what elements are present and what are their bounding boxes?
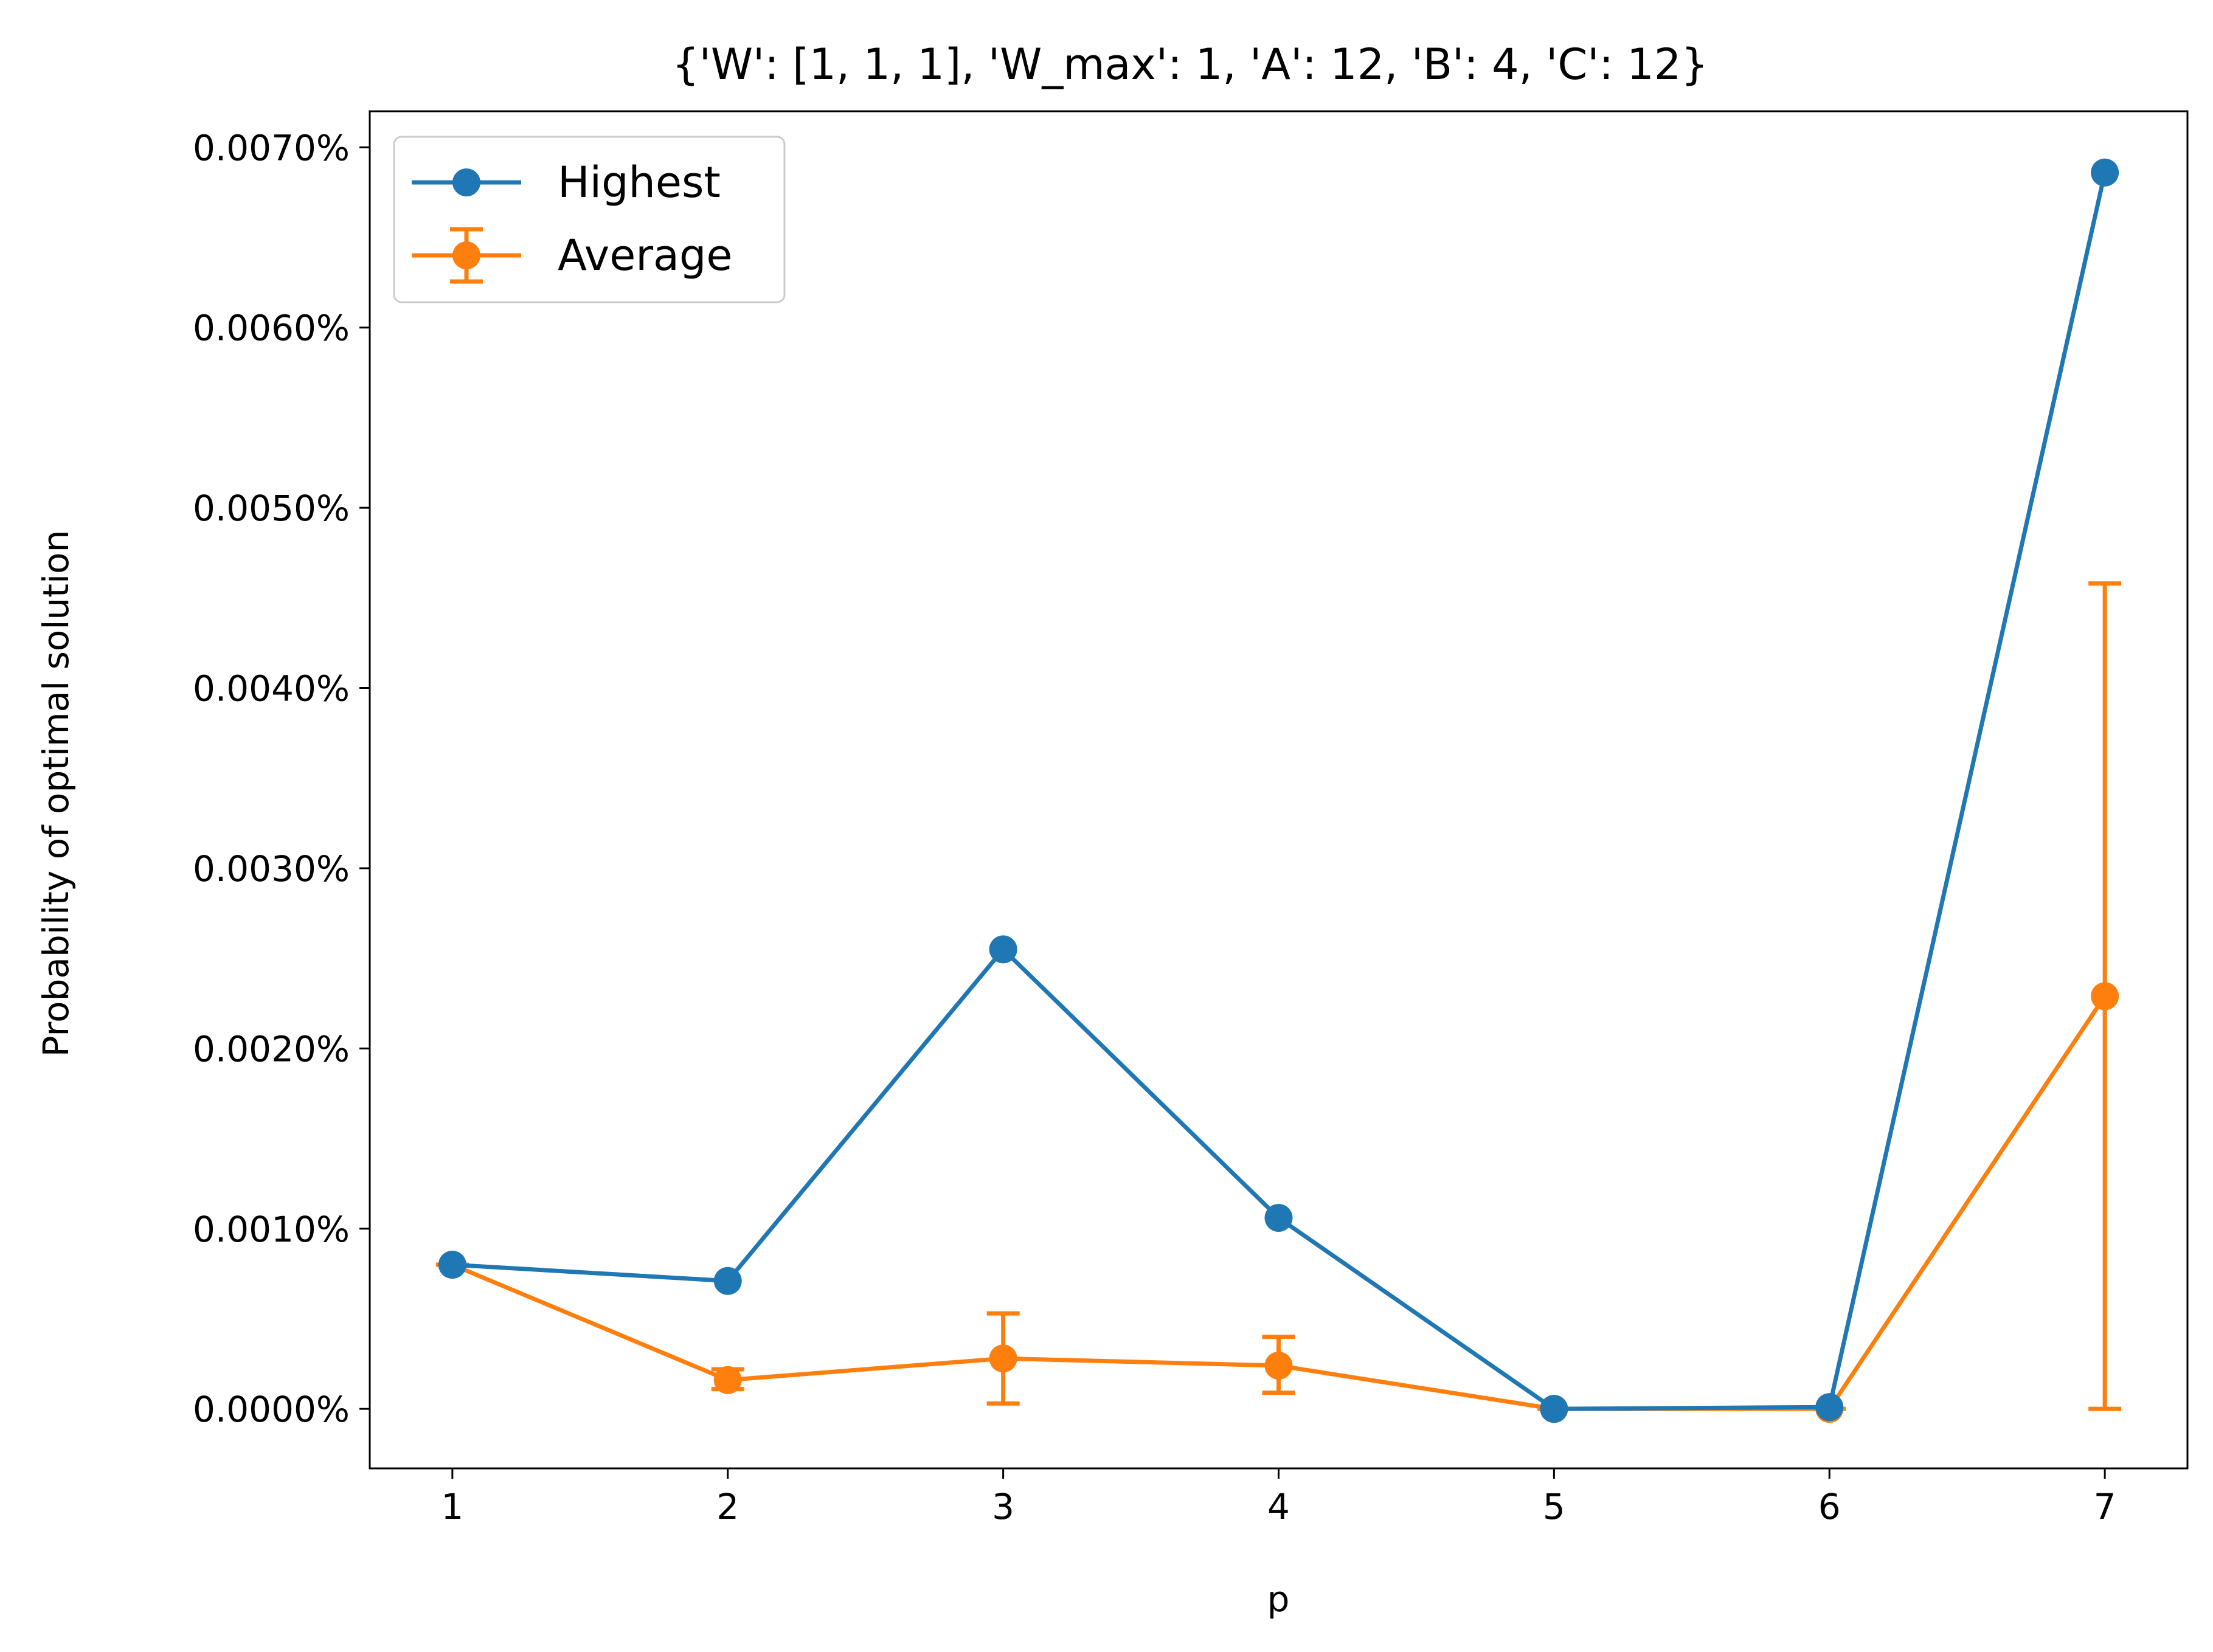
y-axis-label: Probability of optimal solution [35,530,77,1057]
y-axis: 0.0000% 0.0010% 0.0020% 0.0030% 0.0040% 0.005… [193,127,370,1430]
data-point-highest [1264,1203,1293,1232]
y-tick-label: 0.0050% [193,488,350,529]
legend-marker-average [452,241,480,269]
y-tick-label: 0.0010% [193,1209,350,1250]
x-tick-label: 4 [1267,1486,1290,1527]
legend-box [393,136,786,303]
y-tick-label: 0.0040% [193,668,350,710]
x-tick-label: 5 [1543,1486,1565,1527]
y-tick-label: 0.0060% [193,308,350,349]
data-point-average [713,1366,742,1394]
data-point-highest [713,1267,742,1295]
y-tick-label: 0.0030% [193,848,350,890]
data-point-highest [2091,158,2119,187]
y-tick-label: 0.0070% [193,127,350,168]
x-tick-label: 2 [716,1486,739,1527]
data-point-highest [1540,1395,1568,1423]
x-axis-label: p [1267,1578,1290,1620]
data-point-average [2091,982,2119,1011]
x-tick-label: 6 [1818,1486,1841,1527]
x-tick-label: 3 [992,1486,1014,1527]
data-point-average [989,1344,1017,1373]
plot-frame [369,110,2189,1470]
data-point-average [1264,1352,1293,1380]
data-point-highest [438,1251,466,1279]
x-tick-label: 7 [2094,1486,2116,1527]
legend: Highest Average [393,136,786,303]
series-layer [435,158,2122,1423]
legend-label-highest: Highest [558,157,721,207]
chart-title: {'W': [1, 1, 1], 'W_max': 1, 'A': 12, 'B… [672,40,1708,89]
y-tick-label: 0.0020% [193,1028,350,1070]
x-axis: 1 2 3 4 5 6 7 [441,1468,2116,1527]
legend-label-average: Average [558,230,732,280]
data-point-highest [1815,1393,1844,1422]
x-tick-label: 1 [441,1486,463,1527]
y-tick-label: 0.0000% [193,1389,350,1430]
plot-area [369,110,2189,1470]
legend-marker-highest [452,168,480,196]
data-point-highest [989,935,1017,964]
